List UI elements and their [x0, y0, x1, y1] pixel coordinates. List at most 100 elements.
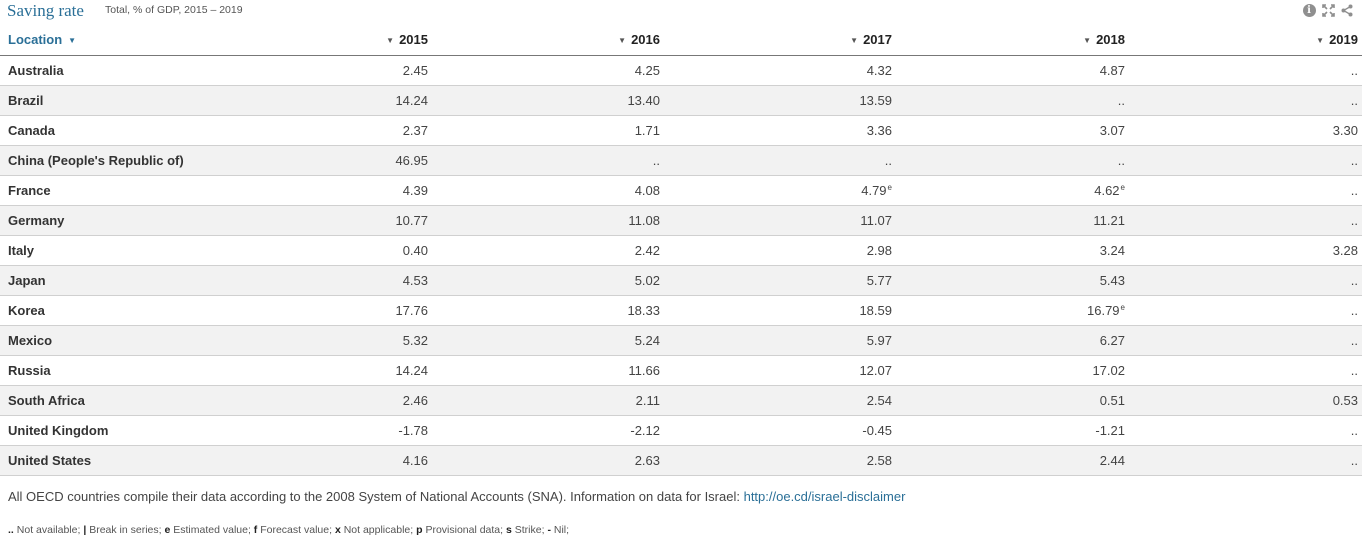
value-cell: 12.07 [664, 355, 896, 386]
country-cell[interactable]: Australia [0, 55, 200, 86]
value-cell: 5.43 [896, 265, 1129, 296]
value-cell: 2.98 [664, 235, 896, 266]
country-cell[interactable]: Germany [0, 205, 200, 236]
value-cell: 0.51 [896, 385, 1129, 416]
legend-text: Forecast value; [260, 524, 333, 536]
year-column-header[interactable]: ▼ 2015 [200, 25, 432, 56]
info-icon[interactable]: i [1302, 3, 1316, 17]
value-cell: -2.12 [432, 415, 664, 446]
year-column-header[interactable]: ▼ 2016 [432, 25, 664, 56]
table-row: United States 4.16 2.63 2.58 2.44.. [0, 445, 1362, 476]
country-cell[interactable]: United Kingdom [0, 415, 200, 446]
country-cell[interactable]: Japan [0, 265, 200, 296]
toolbar: i [1302, 3, 1354, 17]
value-cell: 3.24 [896, 235, 1129, 266]
value-cell: 17.02 [896, 355, 1129, 386]
table-row: Brazil 14.24 13.40 13.59.... [0, 85, 1362, 116]
country-cell[interactable]: Canada [0, 115, 200, 146]
value-cell: 2.58 [664, 445, 896, 476]
legend-symbol: .. [8, 524, 14, 536]
legend-text: Not applicable; [343, 524, 414, 536]
value-cell: 18.59 [664, 295, 896, 326]
year-column-header[interactable]: ▼ 2017 [664, 25, 896, 56]
value-cell: .. [1129, 265, 1362, 296]
country-cell[interactable]: Mexico [0, 325, 200, 356]
value-cell: -0.45 [664, 415, 896, 446]
value-cell: 3.30 [1129, 115, 1362, 146]
country-cell[interactable]: Italy [0, 235, 200, 266]
value-cell: 4.53 [200, 265, 432, 296]
year-column-header[interactable]: ▼ 2018 [896, 25, 1129, 56]
legend-text: Provisional data; [425, 524, 504, 536]
value-cell: 2.11 [432, 385, 664, 416]
value-cell: 6.27 [896, 325, 1129, 356]
value-cell: .. [896, 85, 1129, 116]
country-cell[interactable]: United States [0, 445, 200, 476]
value-cell: 4.62e [896, 175, 1129, 206]
value-cell: 11.66 [432, 355, 664, 386]
value-cell: .. [1129, 85, 1362, 116]
value-cell: 11.21 [896, 205, 1129, 236]
value-cell: 2.46 [200, 385, 432, 416]
value-cell: 17.76 [200, 295, 432, 326]
value-cell: 13.40 [432, 85, 664, 116]
year-column-header[interactable]: ▼ 2019 [1129, 25, 1362, 56]
value-cell: .. [1129, 145, 1362, 176]
location-column-header[interactable]: Location ▼ [0, 25, 200, 56]
value-cell: 3.36 [664, 115, 896, 146]
legend-text: Nil; [553, 524, 570, 536]
sort-down-icon: ▼ [618, 36, 627, 46]
country-cell[interactable]: Brazil [0, 85, 200, 116]
country-cell[interactable]: China (People's Republic of) [0, 145, 200, 176]
value-cell: .. [664, 145, 896, 176]
chart-header: Saving rate Total, % of GDP, 2015 – 2019… [0, 0, 1362, 24]
value-cell: 0.53 [1129, 385, 1362, 416]
page-title: Saving rate [7, 1, 84, 20]
sort-down-icon: ▼ [850, 36, 859, 46]
value-cell: .. [1129, 445, 1362, 476]
value-cell: -1.21 [896, 415, 1129, 446]
country-cell[interactable]: Korea [0, 295, 200, 326]
value-cell: 10.77 [200, 205, 432, 236]
value-cell: .. [896, 145, 1129, 176]
table-row: Italy 0.40 2.42 2.98 3.24 3.28 [0, 235, 1362, 266]
table-row: Mexico 5.32 5.24 5.97 6.27.. [0, 325, 1362, 356]
value-cell: 46.95 [200, 145, 432, 176]
country-cell[interactable]: France [0, 175, 200, 206]
legend-text: Strike; [514, 524, 545, 536]
share-icon[interactable] [1340, 3, 1354, 17]
page-subtitle: Total, % of GDP, 2015 – 2019 [105, 4, 243, 16]
legend-text: Estimated value; [173, 524, 251, 536]
country-cell[interactable]: South Africa [0, 385, 200, 416]
table-row: Russia 14.24 11.66 12.07 17.02.. [0, 355, 1362, 386]
value-cell: 0.40 [200, 235, 432, 266]
value-cell: 2.45 [200, 55, 432, 86]
table-row: China (People's Republic of) 46.95.......… [0, 145, 1362, 176]
value-cell: 4.16 [200, 445, 432, 476]
table-row: Canada 2.37 1.71 3.36 3.07 3.30 [0, 115, 1362, 146]
country-cell[interactable]: Russia [0, 355, 200, 386]
table-row: Korea 17.76 18.33 18.59 16.79e.. [0, 295, 1362, 326]
table-row: United Kingdom -1.78 -2.12 -0.45 -1.21.. [0, 415, 1362, 446]
legend-symbol: | [83, 524, 87, 536]
value-cell: 14.24 [200, 355, 432, 386]
value-cell: 3.28 [1129, 235, 1362, 266]
israel-disclaimer-link[interactable]: http://oe.cd/israel-disclaimer [743, 489, 906, 504]
value-cell: 16.79e [896, 295, 1129, 326]
table-row: South Africa 2.46 2.11 2.54 0.51 0.53 [0, 385, 1362, 416]
value-cell: 5.32 [200, 325, 432, 356]
value-cell: 4.87 [896, 55, 1129, 86]
legend-symbol: - [547, 524, 551, 536]
value-cell: 5.02 [432, 265, 664, 296]
value-cell: 5.77 [664, 265, 896, 296]
legend-symbol: p [416, 524, 423, 536]
value-cell: 3.07 [896, 115, 1129, 146]
expand-icon[interactable] [1321, 3, 1335, 17]
value-cell: 5.24 [432, 325, 664, 356]
value-cell: .. [1129, 205, 1362, 236]
table-header-row: Location ▼ ▼ 2015 ▼ 2016 ▼ 2017 ▼ 2018 ▼ 2019 [0, 25, 1362, 56]
sort-down-icon: ▼ [1316, 36, 1325, 46]
value-cell: 2.37 [200, 115, 432, 146]
legend-text: Break in series; [89, 524, 162, 536]
table-row: Australia 2.45 4.25 4.32 4.87.. [0, 55, 1362, 86]
